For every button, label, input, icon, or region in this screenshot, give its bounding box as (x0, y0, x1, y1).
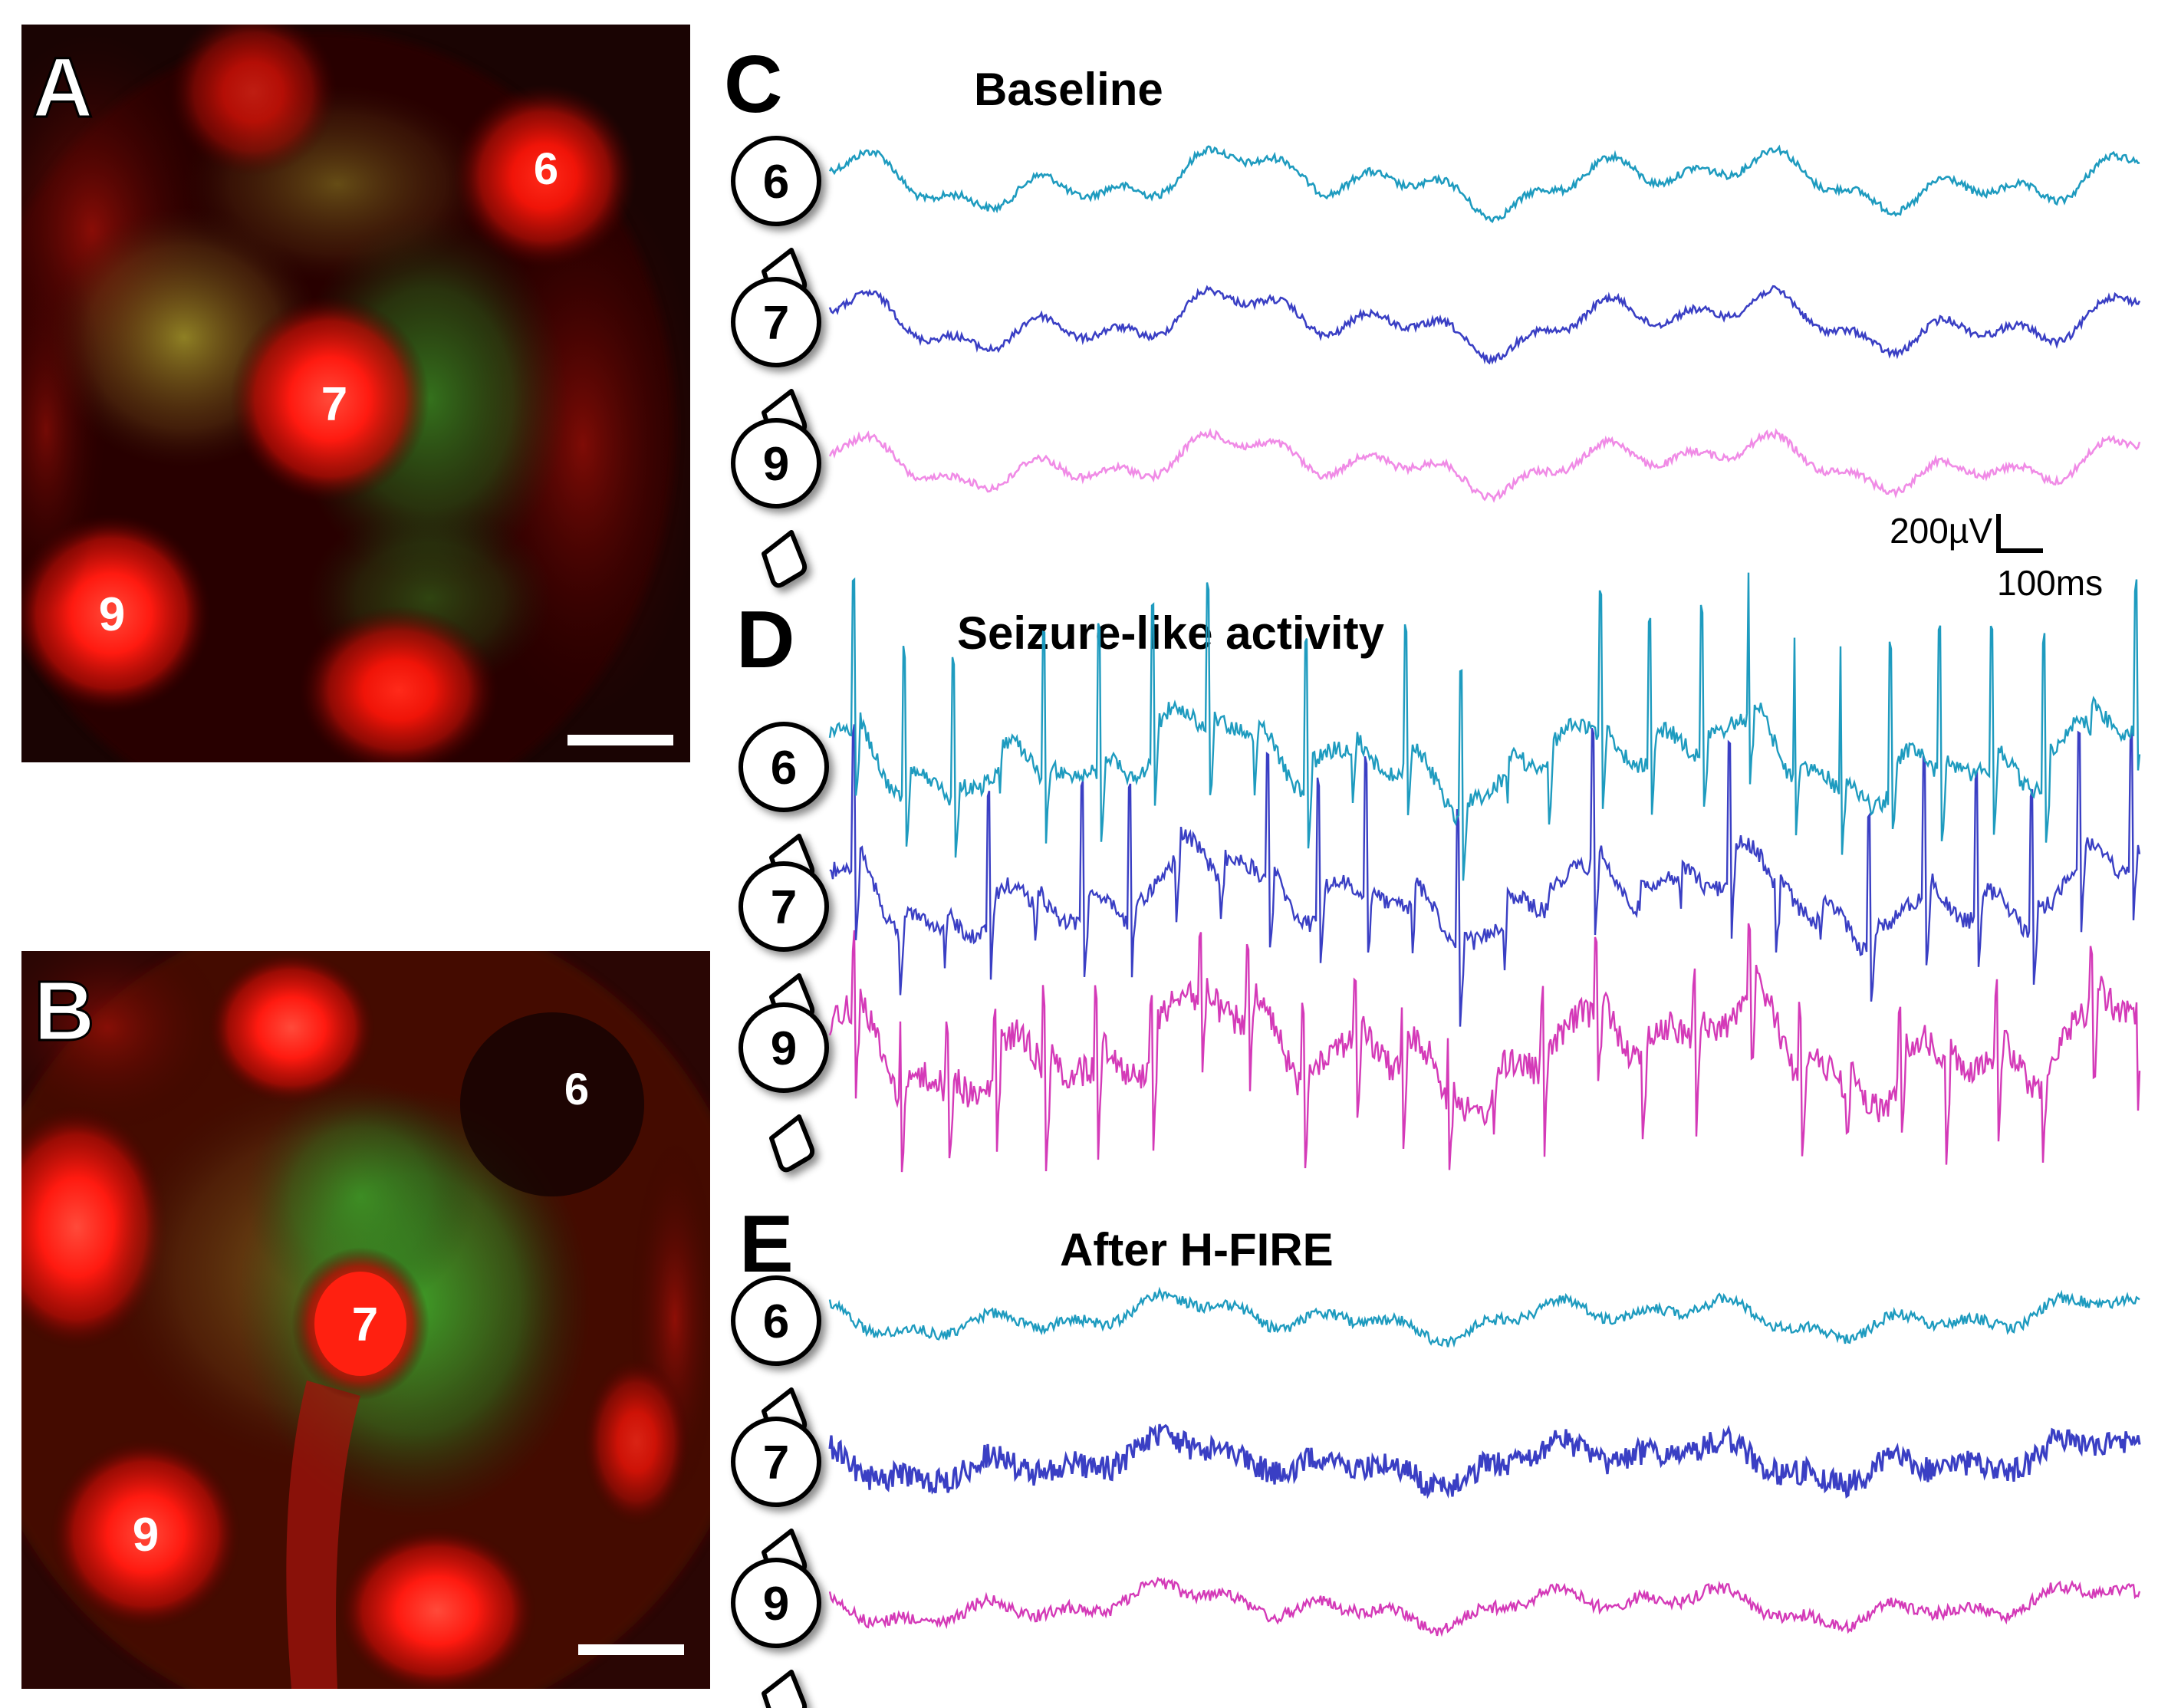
neuron-label-a-6: 6 (534, 144, 558, 194)
electrode-label-c-9: 9 (763, 438, 789, 491)
panel-letter-a: A (32, 41, 93, 135)
panel-b-image (21, 951, 710, 1689)
trace-d-6 (828, 572, 2141, 881)
neuron-label-b-6: 6 (564, 1065, 589, 1114)
scale-bar-lines (1996, 514, 2043, 553)
panel-letter-d: D (736, 594, 795, 685)
trace-e-7 (828, 1423, 2141, 1499)
panel-e-title: After H-FIRE (1060, 1224, 1334, 1275)
scale-bar-time: 100ms (1997, 563, 2103, 603)
neuron-label-a-7: 7 (321, 378, 347, 431)
panel-letter-c: C (724, 39, 783, 130)
electrode-label-d-6: 6 (771, 742, 797, 795)
electrode-label-e-6: 6 (763, 1295, 789, 1348)
panel-c-title: Baseline (974, 64, 1163, 115)
electrode-label-e-7: 7 (763, 1436, 789, 1489)
trace-e-9 (828, 1576, 2141, 1637)
electrode-label-e-9: 9 (763, 1578, 789, 1631)
neuron-label-a-9: 9 (99, 588, 125, 641)
panel-letter-e: E (739, 1199, 794, 1289)
electrode-label-d-7: 7 (771, 881, 797, 934)
electrode-label-c-6: 6 (763, 156, 789, 209)
trace-c-7 (828, 285, 2141, 365)
electrode-label-d-9: 9 (771, 1022, 797, 1075)
trace-e-6 (828, 1286, 2140, 1348)
scale-bar-a (567, 735, 673, 745)
trace-d-7 (829, 724, 2141, 1027)
neuron-label-b-9: 9 (133, 1509, 159, 1562)
panel-letter-b: B (34, 964, 94, 1058)
electrode-label-c-7: 7 (763, 297, 789, 350)
neuron-label-b-7: 7 (352, 1298, 378, 1351)
scale-bar: 200µV 100ms (1890, 511, 2103, 603)
scale-bar-voltage: 200µV (1890, 511, 1992, 551)
panel-a-image (21, 25, 690, 762)
trace-d-9 (828, 923, 2141, 1173)
scale-bar-b (578, 1644, 684, 1655)
trace-c-9 (828, 427, 2141, 503)
panel-d-title: Seizure-like activity (957, 607, 1385, 659)
trace-c-6 (828, 144, 2140, 224)
